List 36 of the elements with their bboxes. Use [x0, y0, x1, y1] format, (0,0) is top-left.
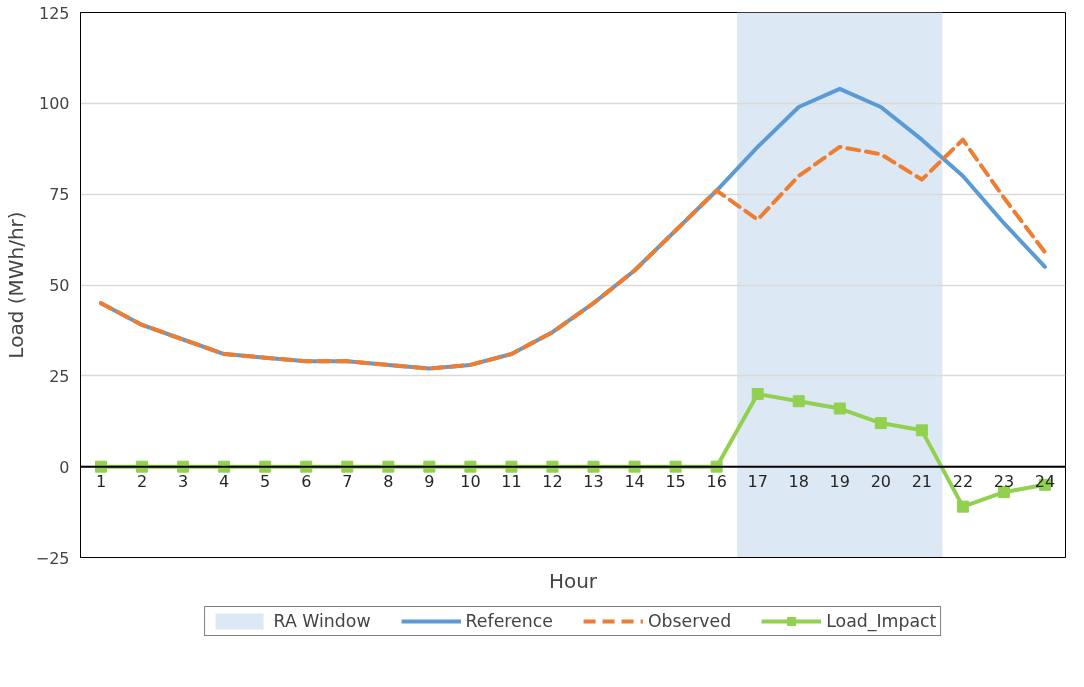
x-tick-label: 1	[95, 471, 107, 491]
x-tick-label: 21	[911, 471, 933, 491]
y-tick-label: 125	[38, 3, 70, 23]
x-tick-label: 9	[424, 471, 435, 491]
legend-label: Load_Impact	[826, 611, 937, 631]
legend-label: RA Window	[273, 611, 371, 631]
x-tick-label: 3	[178, 471, 189, 491]
x-tick-label: 14	[624, 471, 645, 491]
x-tick-label: 5	[260, 471, 271, 491]
x-tick-label: 6	[301, 471, 312, 491]
x-tick-label: 15	[665, 471, 686, 491]
legend-label: Observed	[647, 611, 732, 631]
y-tick-label: 0	[59, 457, 70, 477]
x-tick-label: 22	[952, 471, 974, 491]
x-tick-label: 7	[342, 471, 353, 491]
y-axis-title: Load (MWh/hr)	[3, 211, 28, 359]
x-tick-label: 23	[993, 471, 1015, 491]
x-tick-label: 19	[829, 471, 850, 491]
x-tick-label: 2	[136, 471, 148, 491]
legend-label: Reference	[465, 611, 553, 631]
y-tick-label: 50	[49, 276, 70, 295]
x-tick-label: 8	[383, 471, 394, 491]
y-tick-label: 25	[49, 366, 70, 386]
x-axis-title: Hour	[548, 568, 598, 593]
x-tick-label: 10	[460, 471, 481, 491]
x-tick-label: 11	[501, 471, 522, 491]
x-tick-label: 13	[583, 471, 604, 491]
x-tick-label: 4	[219, 471, 230, 491]
x-tick-label: 20	[870, 471, 891, 491]
y-tick-label: 75	[49, 185, 70, 205]
x-tick-label: 18	[788, 471, 809, 491]
y-tick-label: 100	[38, 94, 70, 114]
x-tick-label: 17	[747, 471, 768, 491]
x-tick-label: 12	[542, 471, 563, 491]
y-tick-label: −25	[35, 548, 70, 568]
x-tick-label: 16	[706, 471, 727, 491]
